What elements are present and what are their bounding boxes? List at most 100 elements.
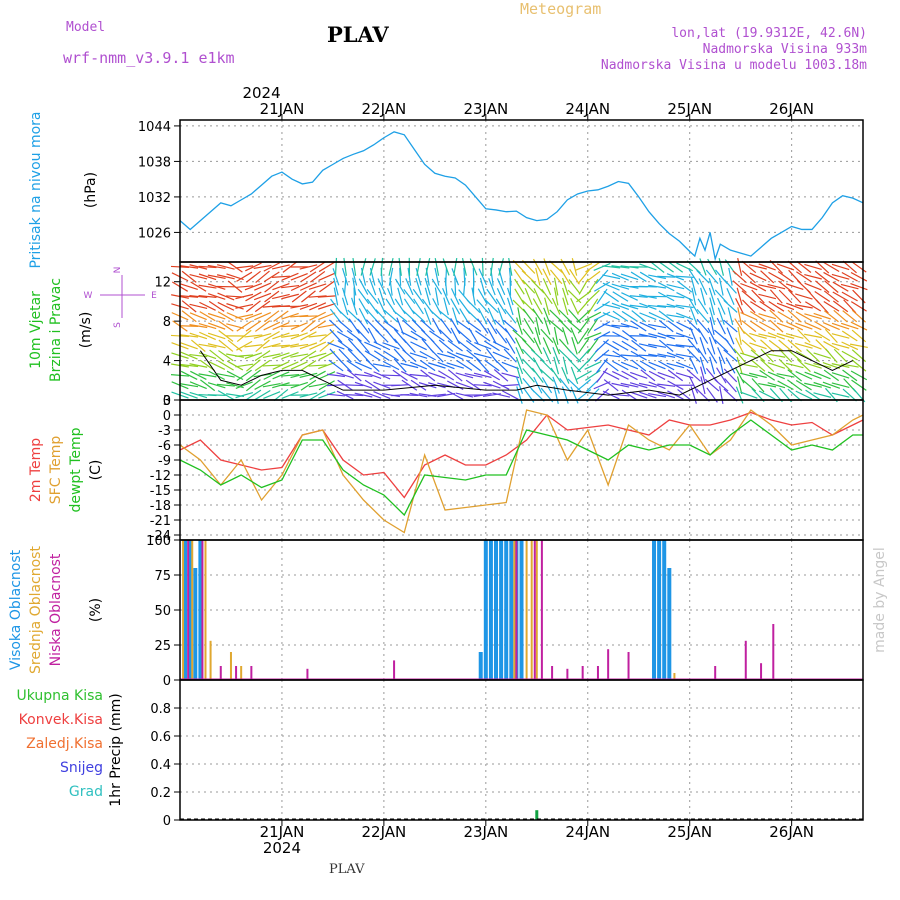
wind-vector bbox=[309, 370, 326, 381]
wind-vector bbox=[690, 277, 697, 296]
wind-vector bbox=[281, 284, 300, 289]
wind-vector bbox=[639, 391, 657, 399]
wind-vector bbox=[732, 280, 747, 294]
wind-vector bbox=[741, 329, 757, 343]
wind-vector bbox=[180, 351, 198, 360]
wind-vector bbox=[487, 307, 497, 325]
wind-vector bbox=[217, 301, 235, 311]
wind-vector bbox=[437, 352, 455, 359]
wind-vector bbox=[814, 330, 831, 342]
wind-vector bbox=[226, 353, 245, 358]
wind-vector bbox=[740, 391, 758, 399]
temperature-unit: (C) bbox=[88, 460, 104, 481]
wind-vector bbox=[612, 331, 629, 341]
wind-vector bbox=[612, 350, 629, 361]
wind-vector bbox=[686, 260, 701, 274]
wind-vector bbox=[281, 391, 299, 399]
wind-vector bbox=[189, 381, 207, 390]
wind-vector bbox=[189, 391, 208, 399]
wind-vector bbox=[639, 321, 657, 331]
wind-vector bbox=[199, 301, 216, 311]
wind-vector bbox=[648, 311, 666, 321]
wind-vector bbox=[620, 303, 639, 310]
wind-vector bbox=[357, 338, 370, 354]
wind-vector bbox=[677, 388, 693, 402]
wind-vector bbox=[696, 388, 710, 402]
wind-vector bbox=[717, 347, 726, 365]
wind-vector bbox=[514, 288, 525, 305]
wind-vector bbox=[768, 339, 784, 352]
wind-vector bbox=[357, 318, 370, 334]
wind-vector bbox=[562, 297, 569, 316]
wind-vector bbox=[445, 267, 448, 286]
wind-vector bbox=[402, 349, 417, 363]
wind-vector bbox=[804, 273, 822, 280]
wind-vector bbox=[181, 270, 197, 283]
wind-vector bbox=[502, 390, 519, 400]
wind-vector bbox=[409, 352, 428, 359]
meteogram-title: Meteogram bbox=[520, 0, 602, 18]
precip-unit: 1hr Precip (mm) bbox=[108, 693, 124, 806]
wind-vector bbox=[850, 321, 868, 331]
wind-vector bbox=[382, 374, 401, 377]
wind-vector bbox=[461, 258, 467, 276]
wind-vector bbox=[850, 271, 868, 282]
wind-vector bbox=[309, 302, 327, 311]
wind-vector bbox=[273, 310, 289, 322]
wind-vector bbox=[438, 339, 454, 353]
wind-vector bbox=[768, 271, 785, 282]
wind-vector bbox=[208, 370, 225, 381]
y-tick-label: 100 bbox=[146, 534, 171, 549]
wind-vector bbox=[603, 340, 620, 351]
wind-vector bbox=[602, 312, 620, 321]
wind-vector bbox=[309, 311, 326, 321]
wind-vector bbox=[318, 303, 336, 310]
wind-vector bbox=[621, 292, 638, 301]
wind-vector bbox=[337, 319, 353, 333]
wind-vector bbox=[558, 309, 573, 323]
wind-vector bbox=[750, 349, 766, 362]
wind-vector bbox=[338, 358, 352, 373]
wind-vector bbox=[217, 311, 234, 322]
wind-vector bbox=[503, 348, 517, 363]
wind-vector bbox=[849, 343, 868, 349]
wind-vector bbox=[492, 380, 510, 390]
cloud-bar bbox=[250, 666, 253, 680]
wind-vector bbox=[357, 288, 370, 305]
cloud-bar bbox=[513, 540, 516, 680]
wind-vector bbox=[813, 352, 831, 359]
wind-vector bbox=[602, 353, 621, 358]
compass-n: N bbox=[113, 267, 123, 274]
bottom-year-label: 2024 bbox=[263, 839, 301, 857]
wind-vector bbox=[384, 328, 398, 344]
wind-vector bbox=[514, 337, 524, 355]
wind-vector bbox=[541, 288, 553, 305]
wind-vector bbox=[483, 370, 501, 381]
wind-vector bbox=[796, 271, 812, 283]
wind-vector bbox=[262, 382, 281, 388]
wind-vector bbox=[516, 366, 523, 385]
wind-vector bbox=[443, 297, 449, 316]
wind-vector bbox=[822, 381, 841, 389]
wind-vector bbox=[804, 263, 822, 271]
wind-vector bbox=[850, 283, 868, 291]
wind-vector bbox=[689, 376, 699, 394]
wind-vector bbox=[823, 369, 840, 382]
wind-speed-line bbox=[199, 350, 854, 396]
footer-station: PLAV bbox=[329, 862, 365, 877]
wind-vector bbox=[236, 329, 252, 343]
wind-vector bbox=[814, 291, 831, 302]
wind-vector bbox=[612, 370, 629, 380]
wind-vector bbox=[308, 334, 327, 338]
wind-vector bbox=[392, 369, 408, 382]
wind-vector bbox=[318, 312, 336, 321]
y-tick-label: 1026 bbox=[138, 226, 171, 241]
wind-vector bbox=[373, 350, 390, 361]
wind-vector bbox=[472, 267, 475, 286]
wind-vector bbox=[749, 372, 767, 379]
wind-vector bbox=[638, 343, 657, 349]
wind-vector bbox=[778, 339, 793, 353]
wind-vector bbox=[337, 339, 353, 352]
wind-vector bbox=[253, 292, 272, 301]
wind-vector bbox=[577, 318, 590, 334]
